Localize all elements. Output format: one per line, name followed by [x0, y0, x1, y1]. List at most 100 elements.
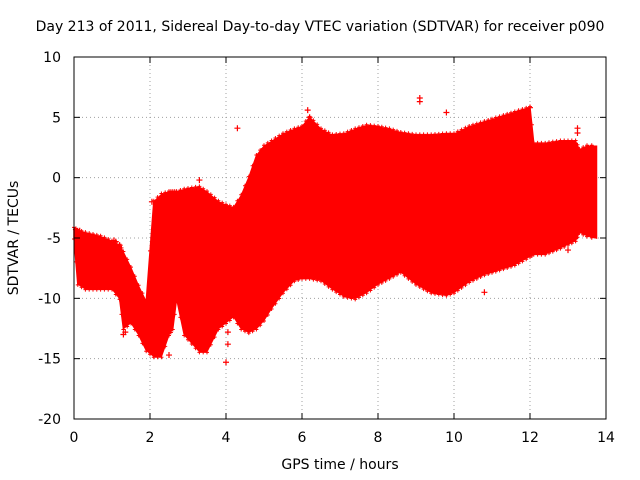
- band-edge-marker: [524, 257, 529, 262]
- band-edge-marker: [387, 126, 392, 131]
- band-edge-marker: [155, 195, 160, 200]
- band-edge-marker: [227, 318, 232, 323]
- band-edge-marker: [410, 279, 415, 284]
- band-edge-marker: [398, 130, 403, 135]
- band-edge-marker: [300, 123, 304, 128]
- band-edge-marker: [307, 276, 312, 281]
- band-edge-marker: [486, 271, 491, 276]
- band-edge-marker: [117, 297, 122, 302]
- band-edge-marker: [231, 204, 236, 209]
- band-edge-marker: [471, 122, 475, 127]
- band-edge-marker: [163, 190, 168, 195]
- data-point: [527, 104, 533, 111]
- band-edge-marker: [201, 350, 206, 355]
- band-edge-marker: [444, 131, 449, 136]
- band-edge-marker: [239, 327, 244, 332]
- band-edge-marker: [539, 140, 544, 145]
- band-edge-marker: [543, 140, 548, 145]
- band-edge-marker: [319, 126, 323, 131]
- y-tick-label: -20: [38, 412, 61, 428]
- band-edge-marker: [315, 278, 320, 283]
- band-edge-marker: [383, 125, 388, 130]
- axis-ticks: [73, 56, 607, 420]
- band-edge-marker: [387, 276, 392, 281]
- band-edge-marker: [178, 187, 183, 192]
- band-edge-marker: [440, 131, 445, 136]
- band-edge-marker: [193, 184, 198, 189]
- band-edge-marker: [395, 128, 399, 133]
- band-edge-marker: [151, 355, 156, 360]
- band-edge-marker: [577, 146, 582, 151]
- band-edge-marker: [322, 282, 327, 287]
- band-edge-marker: [379, 280, 384, 285]
- band-edge-marker: [345, 295, 350, 300]
- band-edge-marker: [516, 261, 521, 266]
- x-tick-label: 8: [374, 430, 383, 446]
- band-edge-marker: [334, 290, 339, 295]
- band-edge-marker: [265, 313, 270, 318]
- band-edge-marker: [113, 292, 118, 297]
- band-edge-marker: [429, 132, 434, 137]
- band-edge-marker: [258, 323, 263, 328]
- band-edge-marker: [376, 282, 380, 287]
- band-edge-marker: [417, 132, 422, 137]
- band-edge-marker: [490, 116, 494, 121]
- y-tick-label: -5: [47, 231, 61, 247]
- band-edge-marker: [168, 330, 173, 335]
- band-edge-marker: [505, 111, 510, 116]
- band-edge-marker: [292, 279, 297, 284]
- band-edge-marker: [235, 321, 240, 326]
- band-edge-marker: [94, 232, 99, 237]
- band-edge-marker: [129, 321, 133, 326]
- band-edge-marker: [212, 335, 217, 340]
- data-point: [148, 198, 155, 205]
- band-edge-marker: [79, 285, 84, 290]
- band-edge-marker: [459, 285, 464, 290]
- band-edge-marker: [436, 131, 441, 136]
- x-tick-label: 2: [146, 430, 155, 446]
- band-edge-marker: [254, 327, 259, 332]
- band-edge-marker: [292, 126, 297, 131]
- band-edge-marker: [501, 113, 506, 118]
- band-edge-marker: [467, 280, 472, 285]
- band-edge-marker: [273, 136, 278, 141]
- band-edge-marker: [391, 127, 396, 132]
- band-edge-marker: [535, 252, 540, 257]
- band-edge-marker: [205, 189, 209, 194]
- band-edge-marker: [132, 274, 137, 279]
- band-edge-marker: [132, 327, 137, 332]
- band-edge-marker: [575, 142, 580, 147]
- band-edge-marker: [474, 121, 479, 126]
- data-point: [166, 352, 172, 359]
- band-edge-marker: [493, 269, 498, 274]
- band-edge-marker: [379, 124, 384, 129]
- band-edge-marker: [250, 329, 255, 334]
- band-edge-marker: [493, 115, 498, 120]
- data-point: [196, 177, 203, 184]
- band-edge-marker: [353, 126, 358, 131]
- band-edge-marker: [566, 138, 570, 143]
- band-edge-marker: [547, 251, 551, 256]
- band-edge-marker: [273, 301, 278, 306]
- band-edge-marker: [402, 273, 407, 278]
- band-edge-marker: [277, 133, 282, 138]
- band-edge-marker: [281, 291, 285, 296]
- band-edge-marker: [319, 279, 323, 284]
- band-edge-marker: [520, 107, 525, 112]
- data-band: [73, 106, 598, 358]
- band-edge-marker: [444, 293, 449, 298]
- band-edge-marker: [311, 118, 316, 123]
- y-tick-label: -15: [38, 352, 61, 368]
- band-edge-marker: [258, 148, 263, 153]
- band-edge-marker: [178, 315, 183, 320]
- band-edge-marker: [550, 139, 555, 144]
- band-edge-marker: [212, 195, 217, 200]
- band-edge-marker: [125, 324, 130, 329]
- band-edge-marker: [311, 277, 316, 282]
- data-point: [565, 247, 571, 254]
- band-edge-marker: [562, 244, 567, 249]
- band-edge-marker: [281, 131, 285, 136]
- data-point: [112, 238, 119, 245]
- band-edge-marker: [448, 131, 453, 136]
- band-edge-marker: [73, 259, 78, 264]
